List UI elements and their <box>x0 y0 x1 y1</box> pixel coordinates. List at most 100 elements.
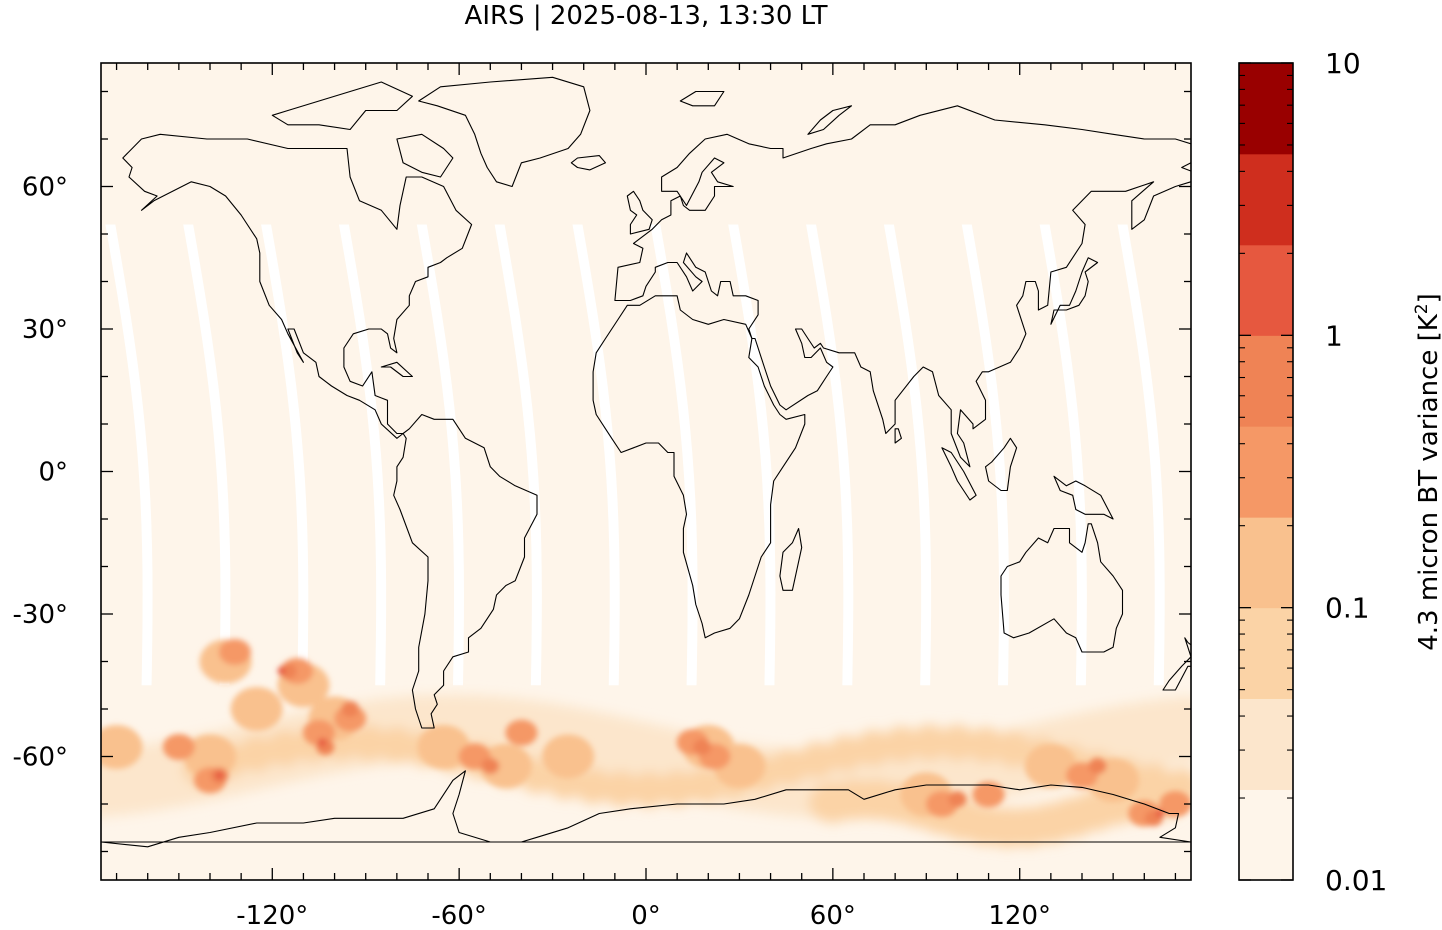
colorbar-band <box>1239 698 1293 790</box>
variance-patch <box>911 724 948 761</box>
orbit-gap <box>183 224 231 686</box>
variance-patch <box>542 734 595 779</box>
colorbar-tick-label: 1 <box>1325 319 1343 352</box>
variance-patch <box>631 771 668 808</box>
coast-antarctica <box>101 770 1191 848</box>
variance-patch <box>184 734 236 779</box>
orbit-gap <box>961 224 1009 686</box>
variance-patch <box>972 781 1005 808</box>
variance-patch <box>318 738 327 747</box>
variance-patch <box>481 758 500 774</box>
orbit-gap <box>105 224 153 686</box>
coast-iceland <box>570 155 607 171</box>
variance-patch <box>505 719 538 746</box>
variance-patch <box>378 726 415 763</box>
colorbar-tick-label: 0.01 <box>1325 864 1387 897</box>
coast-cuba <box>380 361 413 378</box>
coast-new-zealand <box>1162 637 1191 691</box>
variance-patch <box>693 739 712 755</box>
colorbar-band <box>1239 153 1293 246</box>
colorbar-tick-label: 10 <box>1325 47 1361 80</box>
variance-patch <box>218 639 251 665</box>
coast-borneo <box>984 437 1018 492</box>
coast-north-america <box>122 133 473 439</box>
orbit-gap <box>572 224 620 686</box>
variance-patch <box>1159 791 1191 817</box>
variance-patch <box>855 729 892 766</box>
colorbar: 10 1 0.1 0.01 4.3 micron BT variance [K2] <box>1238 47 1442 897</box>
x-tick-label: -60° <box>431 901 486 930</box>
coast-greenland <box>418 76 591 188</box>
y-tick-label: 60° <box>22 173 68 203</box>
variance-patch <box>417 725 470 769</box>
coast-australia <box>1000 523 1124 653</box>
figure-title: AIRS | 2025-08-13, 13:30 LT <box>465 1 828 31</box>
orbit-gap <box>261 224 309 686</box>
colorbar-label: 4.3 micron BT variance [K2] <box>1412 293 1442 651</box>
x-tick-label: 0° <box>631 901 661 930</box>
coast-canada-archipelago <box>271 81 413 131</box>
variance-patch <box>575 768 612 805</box>
coast-madagascar <box>779 527 803 591</box>
orbit-gap <box>650 224 698 686</box>
y-axis-ticks: 60° 30° 0° -30° -60° <box>13 90 1191 853</box>
colorbar-band <box>1239 517 1293 609</box>
coast-japan <box>1050 257 1099 325</box>
orbit-gap <box>806 224 854 686</box>
colorbar-tick-label: 0.1 <box>1325 592 1370 625</box>
variance-patch <box>603 770 640 807</box>
y-tick-label: -60° <box>13 743 68 773</box>
colorbar-band <box>1239 607 1293 699</box>
colorbar-ticks: 10 1 0.1 0.01 <box>1239 47 1387 897</box>
coast-africa <box>592 295 806 639</box>
orbit-gap <box>1039 224 1087 686</box>
variance-patch <box>1088 758 1107 774</box>
orbit-gap <box>1117 224 1165 686</box>
coast-novaya-zemlya <box>807 105 853 135</box>
variance-patch <box>350 724 387 761</box>
x-tick-label: 60° <box>810 901 856 930</box>
x-tick-label: -120° <box>236 901 308 930</box>
variance-patch <box>341 701 360 717</box>
variance-patch <box>659 770 696 807</box>
variance-patch <box>278 663 297 679</box>
coast-britain <box>626 190 653 235</box>
orbit-gap <box>416 224 464 686</box>
x-axis-ticks: -120° -60° 0° 60° 120° <box>115 63 1177 930</box>
variance-patch <box>1024 744 1077 788</box>
variance-patch <box>771 748 808 785</box>
y-tick-label: 30° <box>22 315 68 345</box>
colorbar-band <box>1239 426 1293 518</box>
variance-patch <box>479 744 532 788</box>
variance-patch <box>1155 809 1164 818</box>
x-tick-label: 120° <box>988 901 1051 930</box>
colorbar-frame <box>1238 62 1294 881</box>
colorbar-band <box>1239 63 1293 155</box>
variance-patch <box>883 726 920 763</box>
colorbar-band <box>1239 335 1293 427</box>
orbit-gap-swaths <box>105 224 1165 686</box>
orbit-gap <box>728 224 776 686</box>
variance-patch <box>277 667 286 675</box>
variance-patch <box>1154 696 1191 765</box>
colorbar-bands <box>1239 63 1293 881</box>
colorbar-band <box>1239 244 1293 336</box>
variance-patch <box>687 767 724 804</box>
variance-patch <box>967 727 1004 764</box>
variance-patch <box>266 730 303 767</box>
colorbar-band <box>1239 789 1293 881</box>
orbit-gap <box>883 224 932 686</box>
coast-south-america <box>393 413 538 729</box>
variance-field <box>101 639 1191 848</box>
map-panel: -120° -60° 0° 60° 120° 60° 30° 0° -30° -60° <box>13 62 1192 930</box>
variance-patch <box>238 735 275 772</box>
coastlines <box>101 76 1191 848</box>
coast-sri-lanka <box>894 428 902 444</box>
y-tick-label: -30° <box>13 600 68 630</box>
variance-patch <box>799 741 836 778</box>
variance-patch <box>939 724 976 761</box>
coast-sumatra <box>941 447 977 501</box>
coast-baffin <box>396 133 454 178</box>
variance-patch <box>101 725 143 769</box>
